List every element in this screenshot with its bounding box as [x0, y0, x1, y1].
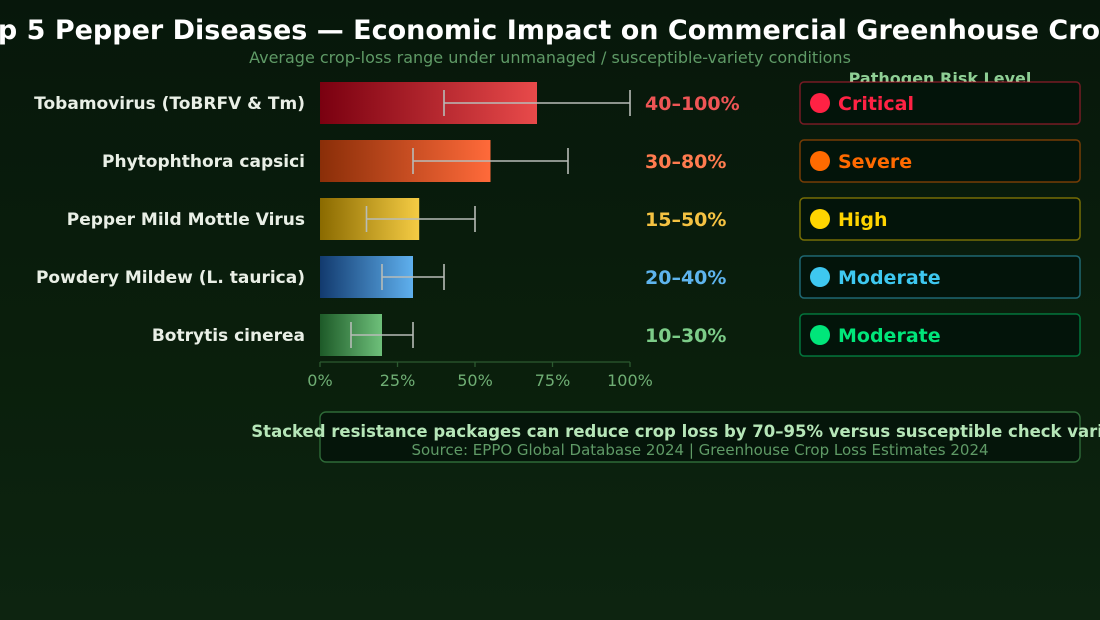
risk-dot-icon — [810, 209, 830, 229]
range-label: 40–100% — [645, 93, 740, 115]
risk-badge — [799, 255, 1081, 299]
risk-badge — [799, 139, 1081, 183]
risk-badge — [799, 313, 1081, 357]
risk-level-label: Moderate — [838, 267, 941, 289]
risk-dot-icon — [810, 93, 830, 113]
risk-dot-icon — [810, 325, 830, 345]
range-label: 30–80% — [645, 151, 726, 173]
range-label: 20–40% — [645, 267, 726, 289]
range-label: 15–50% — [645, 209, 726, 231]
footnote: Stacked resistance packages can reduce c… — [251, 422, 1100, 441]
risk-level-label: Severe — [838, 151, 912, 173]
risk-dot-icon — [810, 151, 830, 171]
error-bar — [443, 90, 631, 116]
x-tick-label: 25% — [380, 371, 416, 390]
chart-title: Top 5 Pepper Diseases — Economic Impact … — [0, 15, 1100, 46]
risk-level-label: Moderate — [838, 325, 941, 347]
x-tick-label: 100% — [607, 371, 653, 390]
range-label: 10–30% — [645, 325, 726, 347]
risk-level-label: High — [838, 209, 888, 231]
source-note: Source: EPPO Global Database 2024 | Gree… — [411, 441, 988, 459]
x-tick-label: 75% — [535, 371, 571, 390]
error-bar — [350, 322, 414, 348]
footnote-box — [319, 411, 1081, 463]
risk-dot-icon — [810, 267, 830, 287]
x-tick-label: 0% — [307, 371, 332, 390]
risk-level-label: Critical — [838, 93, 914, 115]
x-tick-label: 50% — [457, 371, 493, 390]
error-bar — [412, 148, 569, 174]
category-label: Powdery Mildew (L. taurica) — [36, 268, 305, 288]
category-label: Tobamovirus (ToBRFV & Tm) — [34, 94, 305, 114]
category-label: Phytophthora capsici — [102, 152, 305, 172]
category-label: Botrytis cinerea — [152, 326, 305, 346]
risk-badge — [799, 81, 1081, 125]
error-bar — [365, 206, 476, 232]
chart-subtitle: Average crop-loss range under unmanaged … — [249, 48, 851, 67]
risk-badge — [799, 197, 1081, 241]
error-bar — [381, 264, 445, 290]
category-label: Pepper Mild Mottle Virus — [67, 210, 305, 230]
